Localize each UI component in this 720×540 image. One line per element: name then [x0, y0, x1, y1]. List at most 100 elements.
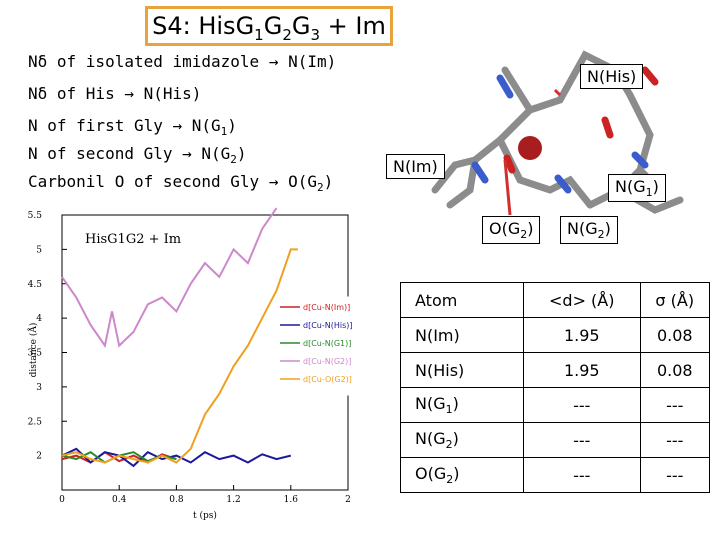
n-his-atom	[496, 74, 514, 99]
o-atom-2	[601, 116, 614, 139]
bond-imidazole	[431, 156, 479, 194]
row-atom-tail: )	[452, 428, 459, 448]
bond-chain-left	[446, 106, 534, 209]
series-line	[61, 207, 278, 349]
row-atom-text: N(His)	[415, 360, 465, 380]
y-tick-label: 2.5	[28, 417, 43, 427]
row-distance: ---	[523, 422, 641, 458]
callout-o-g2-sub: 2	[520, 228, 528, 242]
y-tick-label: 2	[36, 452, 42, 462]
y-tick-label: 4.5	[28, 280, 43, 290]
callout-o-g2-end: )	[527, 219, 534, 238]
title-sub2: 2	[282, 25, 292, 44]
y-tick-label: 5	[36, 245, 42, 255]
legend-label: d[Cu-N(Im)]	[303, 303, 350, 312]
table-row: N(His) 1.95 0.08	[400, 352, 710, 388]
label-n-g2: N of second Gly → N(G2)	[28, 144, 247, 166]
row-sigma: ---	[639, 422, 710, 458]
title-g1: G	[235, 12, 255, 40]
label-n-im: Nδ of isolated imidazole → N(Im)	[28, 52, 337, 71]
row-distance: ---	[523, 457, 641, 493]
y-tick-label: 3	[36, 383, 42, 393]
n-g1-atom	[631, 151, 649, 169]
title-g2: G	[263, 12, 283, 40]
row-atom-sub: 2	[445, 438, 453, 452]
row-atom-tail: )	[452, 393, 459, 413]
label-n-g1: N of first Gly → N(G1)	[28, 116, 237, 138]
o-atom-1	[503, 154, 516, 174]
table-header-row: Atom <d> (Å) σ (Å)	[400, 282, 710, 318]
row-sigma: ---	[639, 387, 710, 423]
label-n-his: Nδ of His → N(His)	[28, 84, 202, 103]
x-tick-label: 2	[345, 495, 351, 505]
row-atom: N(G2)	[400, 422, 524, 458]
series-line	[61, 248, 298, 464]
header-sigma: σ (Å)	[639, 282, 710, 318]
callout-n-g1-text: N(G	[615, 177, 646, 196]
row-distance: 1.95	[523, 352, 641, 388]
n-g2-atom	[554, 174, 572, 194]
row-atom-text: N(Im)	[415, 325, 460, 345]
callout-n-g1-sub: 1	[645, 186, 653, 200]
row-atom-text: N(G	[415, 393, 446, 413]
row-atom: N(His)	[400, 352, 524, 388]
label-o-g2-text: Carbonil O of second Gly → O(G	[28, 172, 317, 191]
callout-o-g2: O(G2)	[482, 216, 541, 245]
legend-label: d[Cu-N(G1)]	[303, 339, 351, 348]
callout-n-g1: N(G1)	[608, 174, 666, 203]
x-tick-label: 1.2	[226, 495, 240, 505]
table-row: N(G1) --- ---	[400, 387, 710, 423]
row-atom: N(G1)	[400, 387, 524, 423]
row-atom: N(Im)	[400, 317, 524, 353]
callout-n-g2-end: )	[604, 219, 611, 238]
callout-n-g1-end: )	[652, 177, 659, 196]
callout-n-his: N(His)	[580, 64, 644, 89]
row-atom-text: O(G	[415, 463, 447, 483]
x-tick-label: 0	[59, 495, 65, 505]
copper-ion	[518, 136, 542, 160]
slide-title: S4: HisG1G2G3 + Im	[145, 6, 393, 46]
row-sigma: 0.08	[639, 352, 710, 388]
o-atom-3	[641, 66, 659, 86]
legend-label: d[Cu-N(His)]	[303, 321, 353, 330]
label-n-g1-end: )	[227, 116, 237, 135]
row-atom: O(G2)	[400, 457, 524, 493]
x-tick-label: 0.4	[112, 495, 127, 505]
label-n-g2-sub: 2	[230, 153, 237, 167]
label-n-g1-text: N of first Gly → N(G	[28, 116, 221, 135]
y-tick-label: 5.5	[28, 211, 43, 221]
label-n-g1-sub: 1	[220, 125, 228, 139]
label-o-g2: Carbonil O of second Gly → O(G2)	[28, 172, 333, 194]
n-im-atom	[471, 161, 489, 184]
chart-xlabel: t (ps)	[193, 510, 217, 521]
label-o-g2-end: )	[323, 172, 334, 191]
row-sigma: ---	[639, 457, 710, 493]
row-atom-tail: )	[453, 463, 460, 483]
title-sub3: 3	[310, 25, 321, 44]
x-tick-label: 0.8	[169, 495, 184, 505]
row-distance: 1.95	[523, 317, 641, 353]
x-tick-label: 1.6	[284, 495, 299, 505]
callout-n-g2-text: N(G	[567, 219, 598, 238]
label-o-g2-sub: 2	[316, 181, 324, 195]
header-atom: Atom	[400, 282, 524, 318]
row-distance: ---	[523, 387, 641, 423]
table-row: N(Im) 1.95 0.08	[400, 317, 710, 353]
header-mean-distance: <d> (Å)	[523, 282, 641, 318]
row-atom-sub: 1	[445, 403, 453, 417]
arrow-n-his	[553, 88, 562, 97]
series-line	[61, 447, 292, 468]
table-row: N(G2) --- ---	[400, 422, 710, 458]
legend-label: d[Cu-N(G2)]	[303, 357, 351, 366]
chart-title: HisG1G2 + Im	[85, 232, 181, 247]
legend-label: d[Cu-O(G2)]	[303, 375, 352, 384]
row-atom-text: N(G	[415, 428, 446, 448]
table-row: O(G2) --- ---	[400, 457, 710, 493]
label-n-g2-end: )	[236, 144, 247, 163]
distance-table: Atom <d> (Å) σ (Å) N(Im) 1.95 0.08 N(His…	[400, 282, 710, 493]
callout-n-g2: N(G2)	[560, 216, 618, 245]
chart-ylabel: distance (Å)	[27, 323, 39, 378]
callout-o-g2-text: O(G	[489, 219, 521, 238]
title-sub1: 1	[254, 25, 264, 44]
title-g3: G	[291, 12, 311, 40]
